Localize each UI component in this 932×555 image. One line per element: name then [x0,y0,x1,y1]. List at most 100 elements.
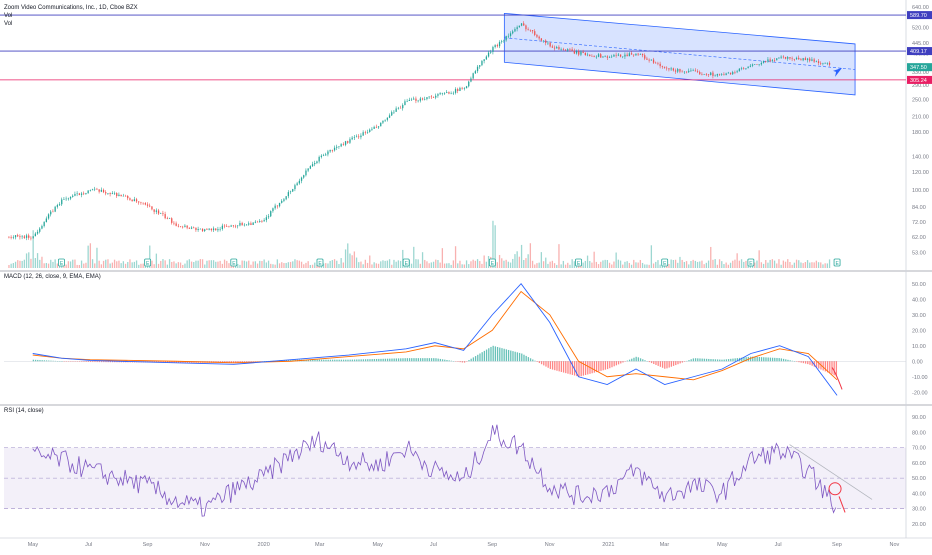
macd-histogram-bar [682,361,683,362]
volume-bar [475,261,476,268]
volume-bar [103,261,104,268]
macd-histogram-bar [537,361,538,362]
macd-histogram-bar [528,357,529,361]
candle-body [649,60,650,61]
candle-body [503,40,504,41]
macd-histogram-bar [398,358,399,361]
macd-histogram-bar [715,359,716,361]
volume-bar [17,260,18,268]
candle-body [572,49,573,50]
volume-bar [189,259,190,268]
macd-histogram-bar [713,359,714,361]
volume-bar [165,260,166,268]
candle-body [642,54,643,55]
volume-bar [556,265,557,268]
candle-body [83,194,84,195]
candle-body [204,229,205,231]
volume-bar [605,260,606,268]
price-axis-tick: 445.00 [912,41,929,47]
candle-body [435,96,436,98]
candle-body [743,68,744,69]
candle-body [211,229,212,230]
candle-body [118,195,119,196]
volume-bar [624,262,625,268]
candle-body [536,35,537,37]
volume-bar [297,260,298,268]
macd-histogram-bar [88,361,89,362]
macd-histogram-bar [697,358,698,361]
volume-bar [455,246,456,268]
volume-bar [534,265,535,268]
candle-body [699,72,700,74]
macd-histogram-bar [669,361,670,367]
candle-body [607,56,608,57]
volume-bar [222,264,223,268]
candle-body [376,127,377,128]
volume-bar [690,261,691,268]
volume-bar [288,262,289,268]
candle-body [39,229,40,232]
candle-body [695,70,696,71]
macd-histogram-bar [761,357,762,361]
volume-bar [543,261,544,268]
macd-histogram-bar [402,358,403,361]
candle-body [167,218,168,219]
time-axis-label: Sep [143,542,153,548]
macd-histogram-bar [598,361,599,371]
macd-histogram-bar [636,357,637,361]
volume-bar [299,261,300,268]
candle-body [400,108,401,109]
macd-histogram-bar [754,357,755,361]
macd-histogram-bar [330,360,331,362]
volume-bar [660,265,661,268]
volume-bar [448,263,449,268]
candle-body [239,223,240,226]
volume-bar [554,263,555,268]
candle-body [671,68,672,69]
volume-bar [158,264,159,268]
candle-body [521,23,522,25]
candle-body [35,234,36,237]
volume-bar [237,264,238,268]
volume-bar [94,263,95,268]
candle-body [455,89,456,93]
volume-bar [387,261,388,268]
volume-bar [484,255,485,268]
macd-histogram-bar [319,360,320,362]
macd-histogram-bar [475,356,476,361]
candle-body [587,55,588,56]
volume-bar [239,265,240,268]
macd-histogram-bar [103,361,104,362]
volume-bar [8,265,9,268]
volume-bar [730,263,731,268]
macd-histogram-bar [354,360,355,362]
candle-body [103,190,104,192]
candle-body [365,132,366,133]
candle-body [94,189,95,190]
volume-bar [514,254,515,268]
volume-bar [693,260,694,268]
candle-body [305,171,306,176]
macd-histogram-bar [554,361,555,370]
candle-body [413,99,414,100]
macd-histogram-bar [730,359,731,361]
macd-histogram-bar [50,361,51,362]
candle-body [336,147,337,148]
macd-histogram-bar [446,360,447,361]
volume-bar [541,252,542,268]
candle-body [299,181,300,184]
candle-body [433,97,434,98]
macd-line [33,284,837,396]
candle-body [767,59,768,61]
volume-bar [431,262,432,268]
volume-bar [411,264,412,268]
volume-bar [763,264,764,268]
macd-histogram-bar [490,347,491,361]
macd-histogram-bar [365,359,366,361]
macd-histogram-bar [702,359,703,362]
candle-body [385,120,386,121]
volume-bar [209,260,210,268]
volume-bar [352,255,353,268]
volume-bar [380,261,381,268]
